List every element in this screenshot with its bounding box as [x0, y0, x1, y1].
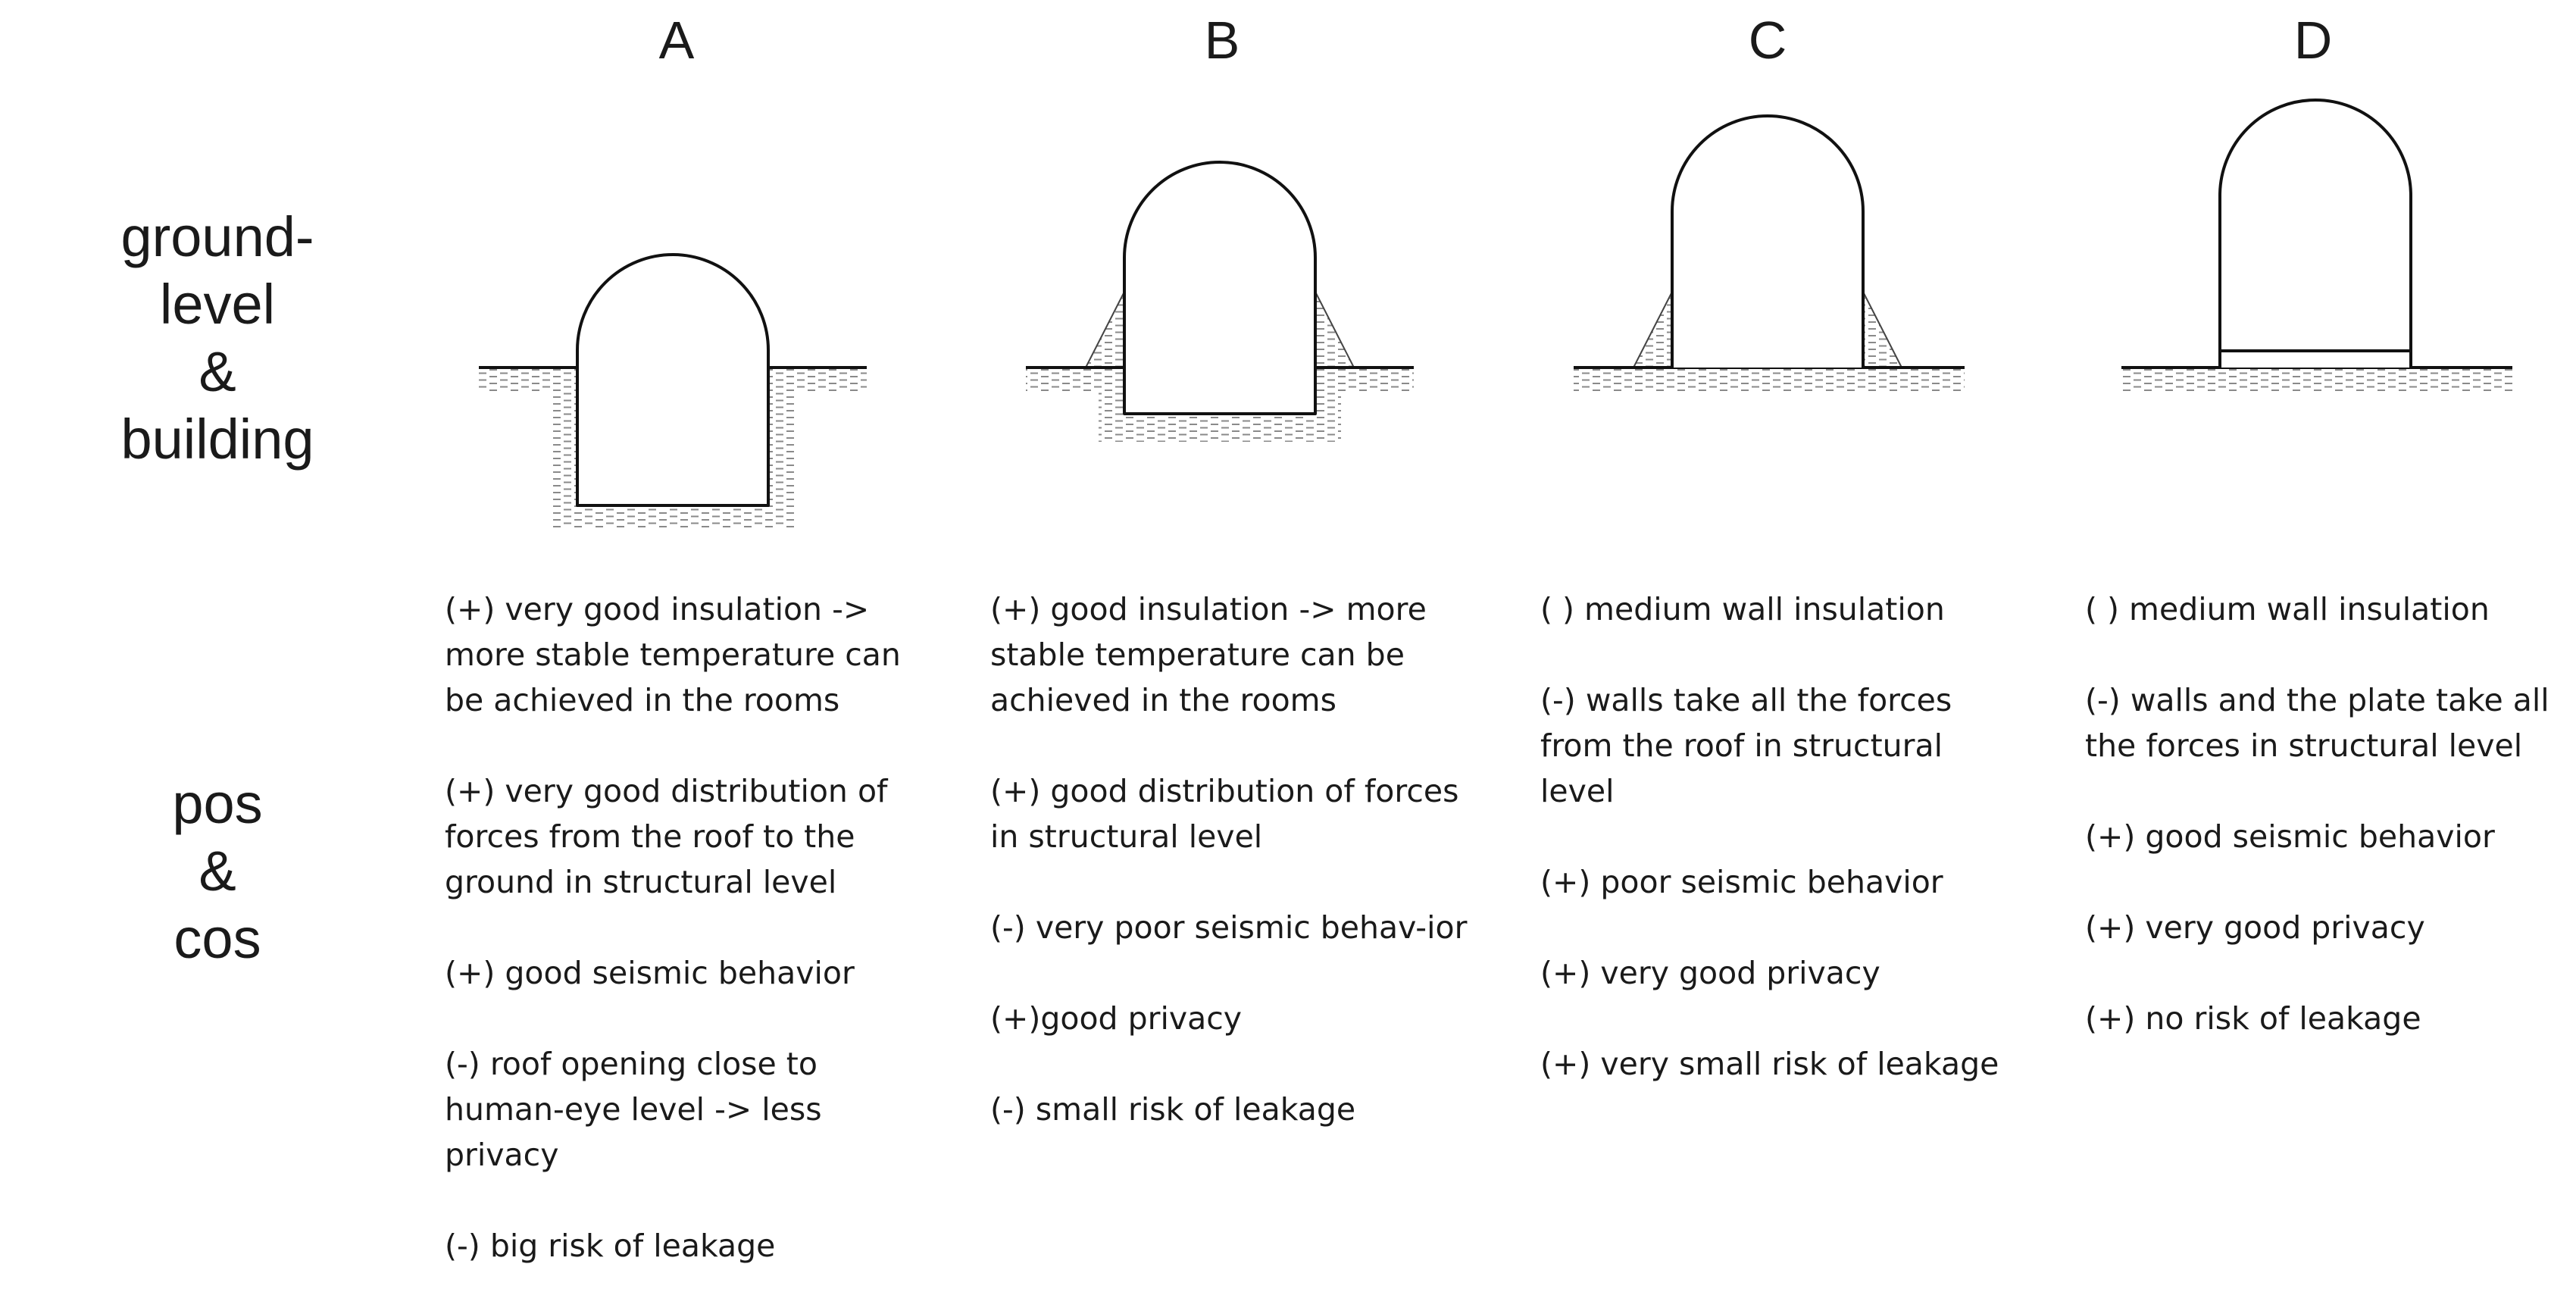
points-list-c: ( ) medium wall insulation (-) walls tak… — [1540, 587, 2025, 1132]
list-item: (+) good seismic behavior — [2085, 818, 2495, 855]
list-item: (+) poor seismic behavior — [1540, 864, 1943, 900]
list-item: (-) walls take all the forces from the r… — [1540, 682, 1952, 809]
berm-slope-b-left — [1085, 291, 1125, 368]
points-list-a: (+) very good insulation -> more stable … — [445, 587, 930, 1314]
list-item: (+) good insulation -> more stable tempe… — [990, 591, 1427, 718]
berm-slope-b-right — [1315, 291, 1355, 368]
row-label-building-line-2: & — [199, 340, 236, 403]
list-item: (+) good distribution of forces in struc… — [990, 773, 1459, 855]
soil-hatch-d — [2121, 369, 2512, 392]
building-outline-d — [2218, 99, 2412, 368]
list-item: (-) small risk of leakage — [990, 1091, 1356, 1128]
building-sections — [479, 99, 2512, 528]
points-list-b: (+) good insulation -> more stable tempe… — [990, 587, 1475, 1178]
row-label-pros-cons-line-3: cos — [174, 907, 261, 970]
soil-hatch-a-left-wall — [552, 369, 577, 505]
column-heading-b: B — [1204, 11, 1240, 70]
list-item: (+) very small risk of leakage — [1540, 1046, 1999, 1082]
section-c-on-grade-bermed — [1574, 114, 1965, 392]
building-outline-c — [1671, 114, 1865, 368]
row-label-pros-cons-line-2: & — [199, 840, 236, 903]
list-item: (+) no risk of leakage — [2085, 1000, 2421, 1037]
building-outline-a — [576, 253, 770, 507]
column-heading-d: D — [2293, 11, 2333, 70]
list-item: ( ) medium wall insulation — [2085, 591, 2490, 627]
list-item: (-) walls and the plate take all the for… — [2085, 682, 2549, 764]
list-item: (+) very good privacy — [2085, 909, 2425, 946]
row-label-building-line-3: building — [120, 408, 314, 471]
berm-slope-c-left — [1633, 291, 1673, 368]
row-label-building-line-1: ground-level — [120, 205, 314, 336]
list-item: (-) very poor seismic behav-ior — [990, 909, 1468, 946]
row-label-building: ground-level & building — [66, 203, 369, 473]
list-item: (+) very good distribution of forces fro… — [445, 773, 888, 900]
list-item: (-) big risk of leakage — [445, 1228, 776, 1264]
list-item: (+) good seismic behavior — [445, 955, 855, 991]
section-d-on-grade-plate — [2121, 99, 2512, 392]
soil-hatch-a-right-wall — [768, 369, 794, 505]
list-item: (+) very good insulation -> more stable … — [445, 591, 901, 718]
soil-hatch-c — [1574, 369, 1965, 392]
list-item: (+)good privacy — [990, 1000, 1243, 1037]
list-item: (-) roof opening close to human-eye leve… — [445, 1046, 822, 1173]
list-item: ( ) medium wall insulation — [1540, 591, 1945, 627]
section-a-sunken — [479, 253, 867, 528]
row-label-pros-cons-line-1: pos — [172, 772, 263, 835]
row-label-pros-cons: pos & cos — [66, 770, 369, 972]
soil-hatch-a-bottom — [552, 505, 794, 528]
column-heading-a: A — [658, 11, 695, 70]
building-outline-b — [1123, 161, 1317, 415]
list-item: (+) very good privacy — [1540, 955, 1880, 991]
column-heading-c: C — [1748, 11, 1787, 70]
berm-slope-c-right — [1862, 291, 1902, 368]
points-list-d: ( ) medium wall insulation (-) walls and… — [2085, 587, 2570, 1087]
section-b-semi-buried — [1026, 161, 1414, 442]
